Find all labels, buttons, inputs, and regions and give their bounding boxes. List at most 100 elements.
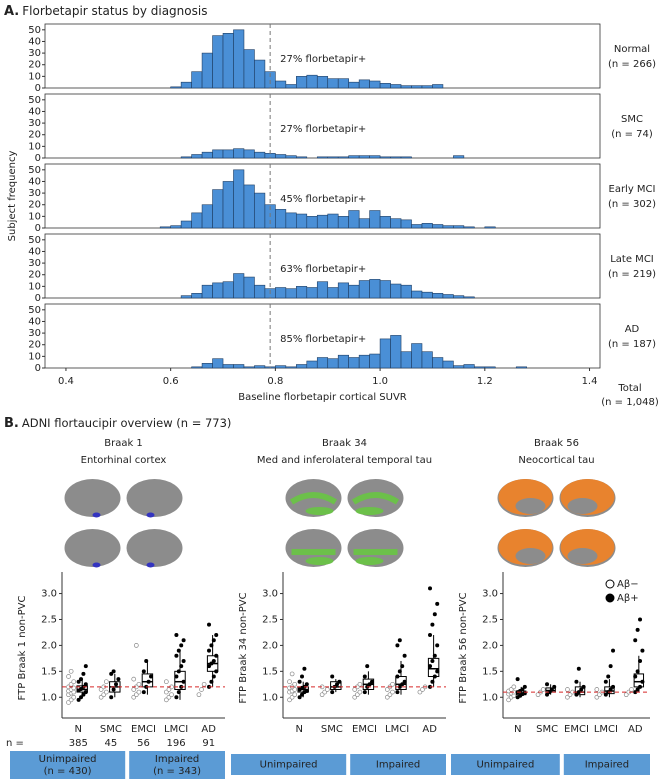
histogram-bar: [421, 223, 433, 229]
histogram-bar: [285, 84, 297, 89]
histogram-bar: [191, 366, 203, 369]
histogram-bar: [337, 216, 349, 229]
histogram-bar: [327, 358, 339, 369]
chart-title: Braak 56: [534, 438, 579, 449]
y-tick-label: 40: [28, 316, 41, 327]
y-axis-label: FTP Braak 56 non-PVC: [458, 592, 469, 703]
histogram-bar: [222, 364, 234, 369]
histogram-bar: [285, 366, 297, 369]
histogram-bar: [201, 151, 213, 159]
histogram-bar: [159, 226, 171, 229]
amyloid-positive-point: [181, 638, 186, 643]
y-tick-label: 0: [35, 153, 41, 164]
panel-title-text: ADNI flortaucipir overview (n = 773): [22, 416, 232, 430]
histogram-bar: [463, 296, 475, 299]
histogram-bar: [442, 360, 454, 369]
histogram-bar: [432, 357, 444, 369]
histogram-bar: [275, 154, 287, 159]
y-tick-label: 1.5: [41, 666, 57, 677]
histogram-bar: [180, 220, 192, 229]
y-tick-label: 30: [28, 48, 41, 59]
histogram-bar: [400, 284, 412, 299]
diagnosis-n: (n = 302): [608, 199, 656, 210]
brain: [64, 479, 121, 517]
legend-label: Aβ+: [617, 593, 639, 604]
count-label: 56: [137, 738, 150, 749]
amyloid-negative-point: [390, 689, 395, 695]
histogram-bar: [201, 204, 213, 229]
histogram-bar: [296, 213, 308, 229]
amyloid-positive-point: [362, 690, 367, 695]
y-tick-label: 1.5: [482, 666, 498, 677]
total-label: Total: [617, 383, 641, 394]
histogram-bar: [180, 156, 192, 159]
group-bar: [129, 751, 225, 779]
histogram-bar: [306, 360, 318, 369]
brain-region: [146, 562, 155, 568]
brain-region: [92, 512, 101, 518]
histogram-bar: [191, 293, 203, 299]
y-tick-label: 20: [28, 200, 41, 211]
amyloid-positive-point: [141, 690, 146, 695]
amyloid-positive-point: [179, 643, 184, 648]
amyloid-positive-point: [207, 622, 212, 627]
box: [330, 681, 342, 690]
histogram-bar: [442, 294, 454, 299]
histogram-bar: [243, 49, 255, 89]
y-tick-label: 0: [35, 223, 41, 234]
amyloid-positive-point: [397, 638, 402, 643]
amyloid-negative-point: [66, 674, 71, 679]
y-tick-label: 3.0: [482, 589, 498, 600]
histogram-bar: [212, 189, 224, 229]
histogram-bar: [369, 353, 381, 369]
amyloid-positive-point: [211, 658, 216, 663]
amyloid-positive-point: [435, 669, 440, 674]
brain-region: [355, 507, 384, 515]
histogram-bar: [170, 86, 182, 89]
amyloid-positive-point: [149, 674, 154, 679]
chart-subtitle: Entorhinal cortex: [81, 455, 167, 466]
group-bar: [451, 754, 560, 775]
amyloid-negative-point: [71, 694, 77, 700]
panel-letter: B.: [4, 416, 19, 431]
diagnosis-n: (n = 266): [608, 59, 656, 70]
histogram-bar: [369, 155, 381, 159]
histogram-bar: [411, 85, 423, 89]
x-tick-label: AD: [422, 724, 437, 735]
amyloid-positive-point: [297, 695, 302, 700]
histogram-bar: [358, 280, 370, 299]
amyloid-positive-point: [76, 697, 81, 702]
amyloid-positive-point: [428, 586, 433, 591]
amyloid-negative-point: [511, 684, 517, 690]
histogram-bar: [306, 74, 318, 89]
y-tick-label: 1.0: [262, 692, 278, 703]
histogram-bar: [432, 224, 444, 229]
histogram-bar: [515, 366, 527, 369]
y-tick-label: 0: [35, 363, 41, 374]
histogram-bar: [348, 284, 360, 299]
brain-region: [305, 507, 334, 515]
y-tick-label: 40: [28, 106, 41, 117]
group-bar: [231, 754, 347, 775]
amyloid-positive-point: [362, 674, 367, 679]
amyloid-positive-point: [435, 601, 440, 606]
amyloid-positive-point: [432, 612, 437, 617]
y-tick-label: 2.0: [262, 640, 278, 651]
amyloid-negative-point: [71, 679, 77, 685]
histogram-bar: [254, 365, 266, 369]
histogram-bar: [379, 83, 391, 89]
y-tick-label: 50: [28, 95, 41, 106]
histogram-bar: [337, 156, 349, 159]
y-axis-label: FTP Braak 1 non-PVC: [17, 596, 28, 701]
histogram-bar: [432, 84, 444, 89]
amyloid-positive-point: [365, 664, 370, 669]
brain-region: [351, 492, 400, 505]
group-sublabel: (n = 343): [153, 766, 201, 777]
amyloid-positive-point: [435, 643, 440, 648]
y-tick-label: 40: [28, 176, 41, 187]
annotation: 85% florbetapir+: [280, 334, 366, 345]
histogram-bar: [327, 78, 339, 89]
count-label: 45: [105, 738, 118, 749]
amyloid-negative-point: [131, 676, 137, 682]
amyloid-positive-point: [395, 690, 400, 695]
